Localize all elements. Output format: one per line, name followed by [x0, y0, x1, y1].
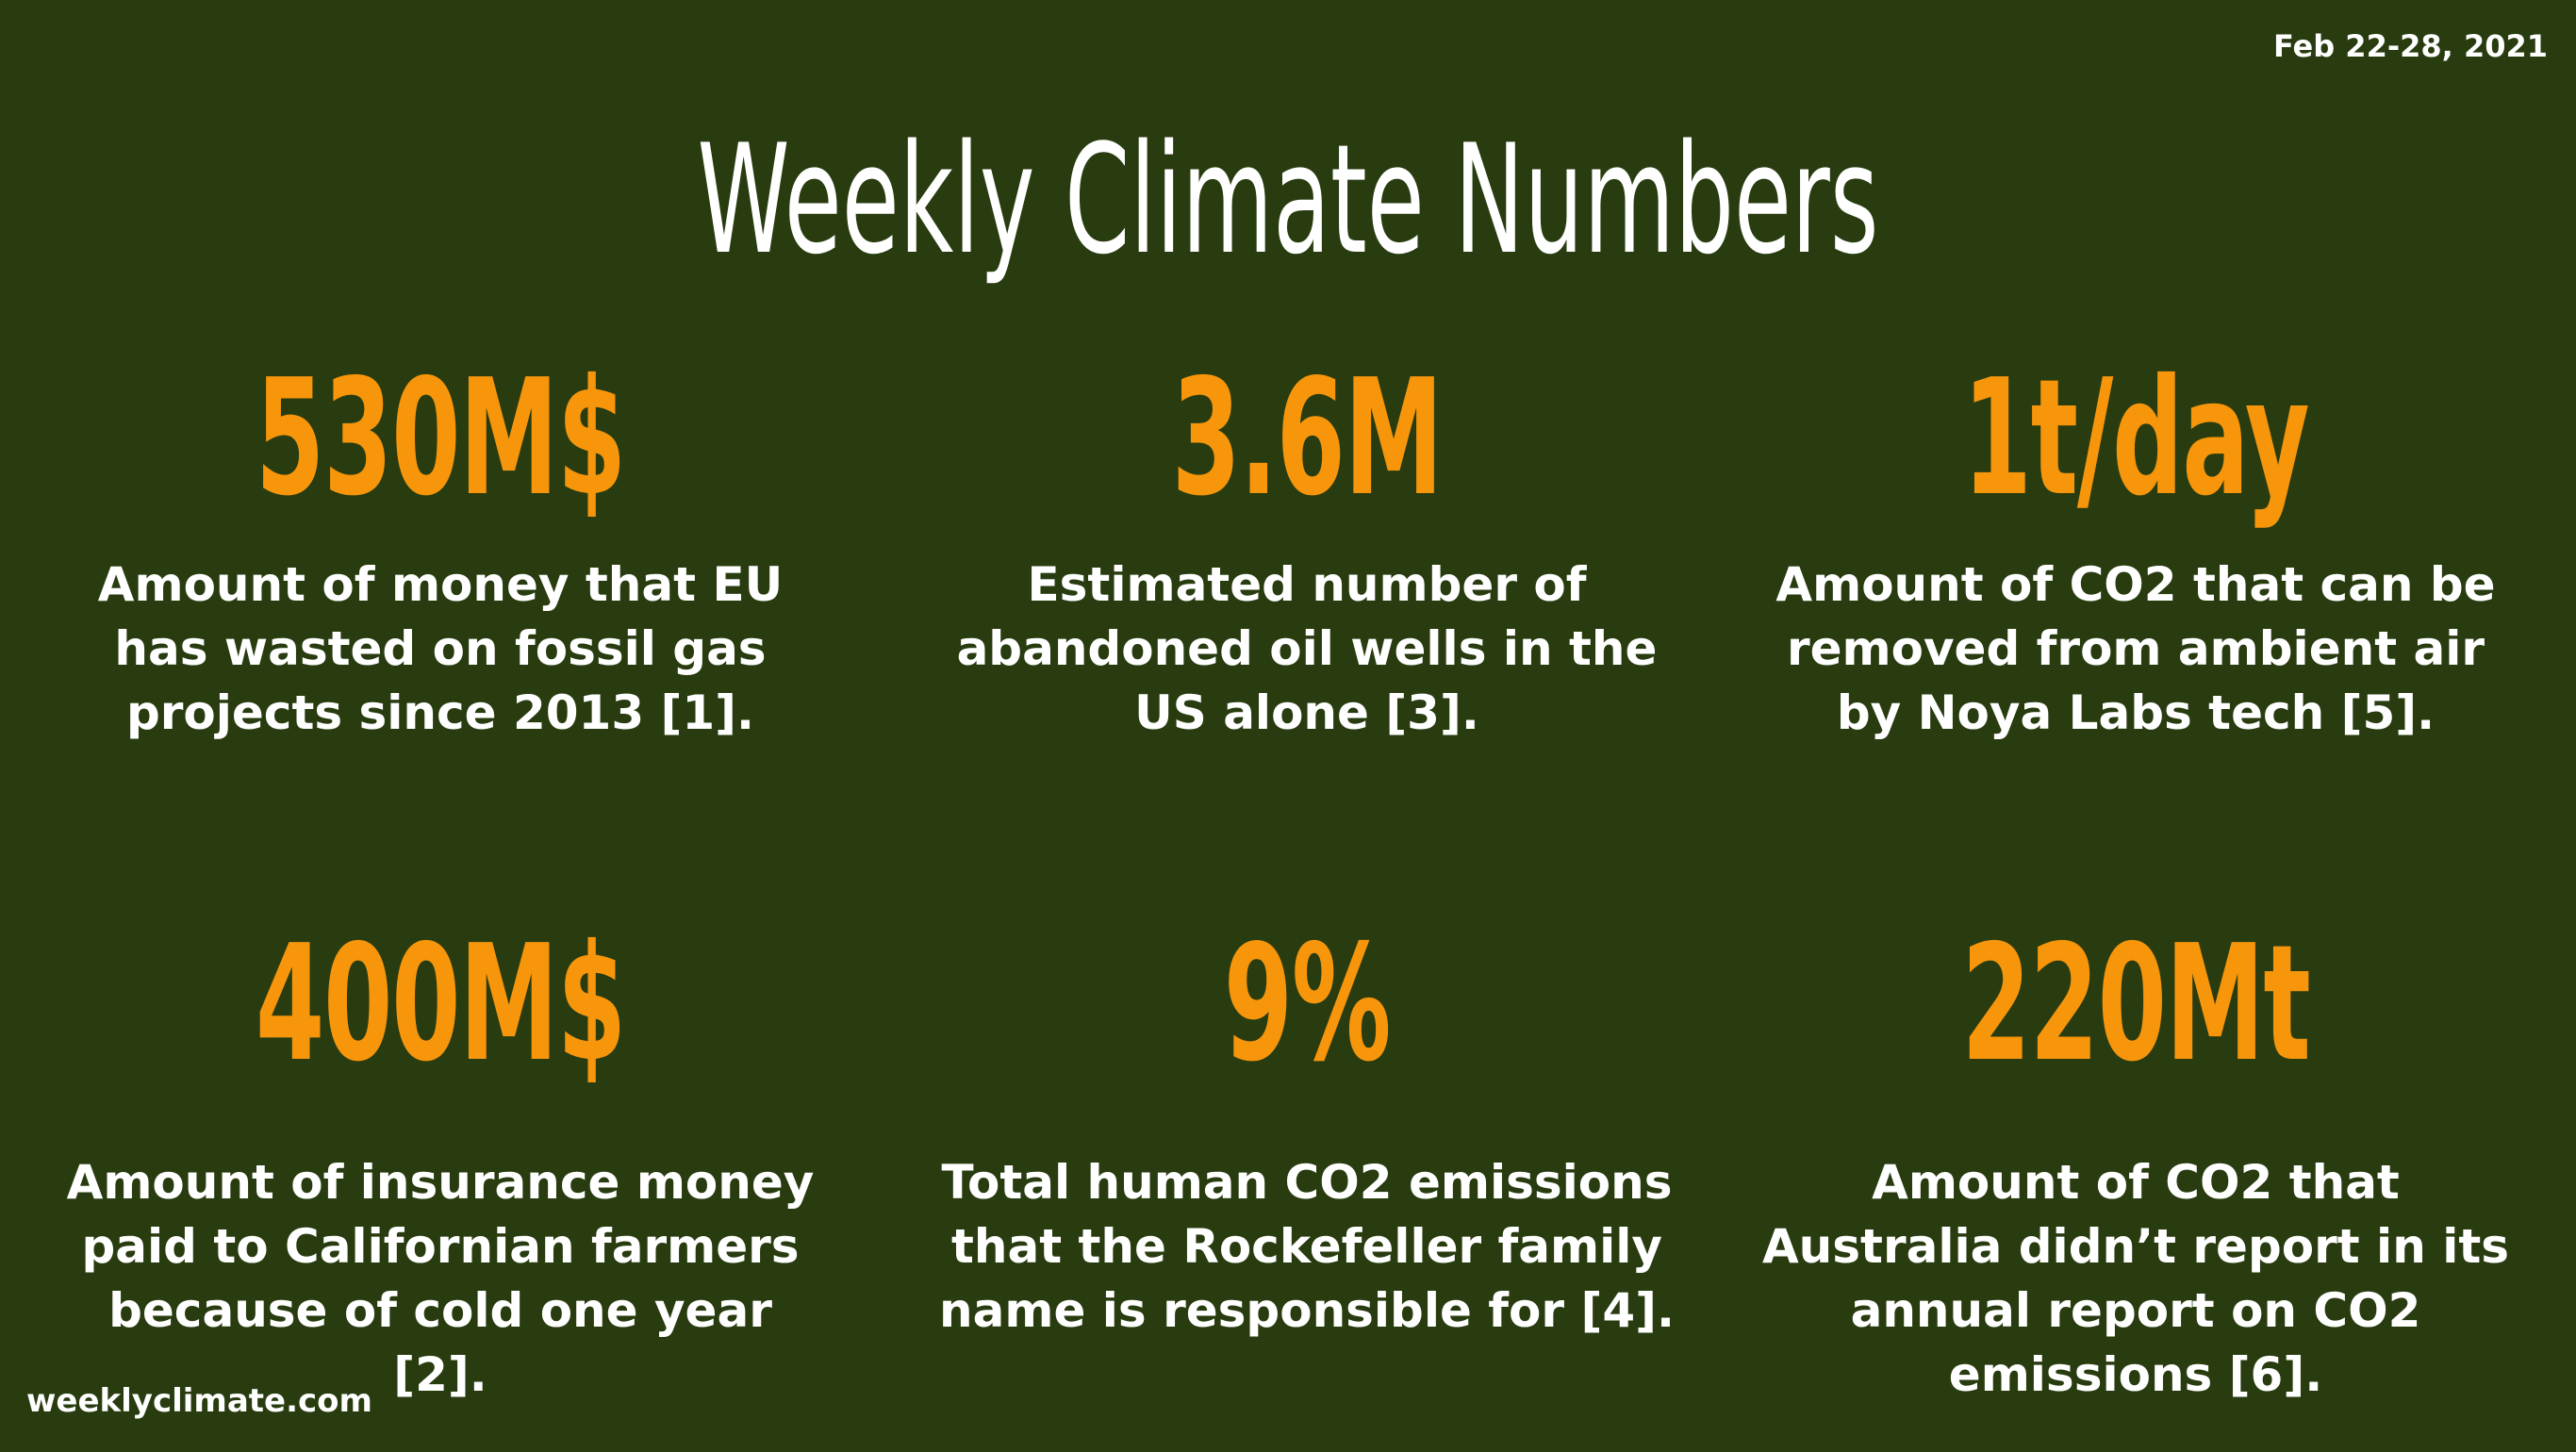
stat-value: 3.6M	[1171, 345, 1444, 532]
stat-description: Estimated number of abandoned oil wells …	[956, 557, 1658, 740]
stat-description: Amount of CO2 that can be removed from a…	[1775, 557, 2496, 740]
stat-description: Amount of money that EU has wasted on fo…	[97, 557, 784, 740]
stat-card: 9% Total human CO2 emissions that the Ro…	[897, 915, 1717, 1343]
stat-card: 400M$ Amount of insurance money paid to …	[30, 915, 850, 1407]
stat-value: 1t/day	[1962, 345, 2310, 532]
website-url: weeklyclimate.com	[26, 1382, 372, 1420]
stat-value: 9%	[1223, 911, 1392, 1097]
stat-value: 400M$	[255, 911, 626, 1097]
stat-card: 1t/day Amount of CO2 that can be removed…	[1726, 349, 2546, 745]
stat-description: Total human CO2 emissions that the Rocke…	[939, 1155, 1675, 1338]
page-title: Weekly Climate Numbers	[697, 111, 1879, 288]
stat-card: 3.6M Estimated number of abandoned oil w…	[897, 349, 1717, 745]
stat-description: Amount of CO2 that Australia didn’t repo…	[1761, 1155, 2510, 1402]
stat-value: 530M$	[255, 345, 626, 532]
stat-card: 220Mt Amount of CO2 that Australia didn’…	[1726, 915, 2546, 1407]
stat-description: Amount of insurance money paid to Califo…	[66, 1155, 815, 1402]
stat-card: 530M$ Amount of money that EU has wasted…	[30, 349, 850, 745]
date-range: Feb 22-28, 2021	[2272, 28, 2548, 64]
stat-value: 220Mt	[1961, 911, 2310, 1097]
